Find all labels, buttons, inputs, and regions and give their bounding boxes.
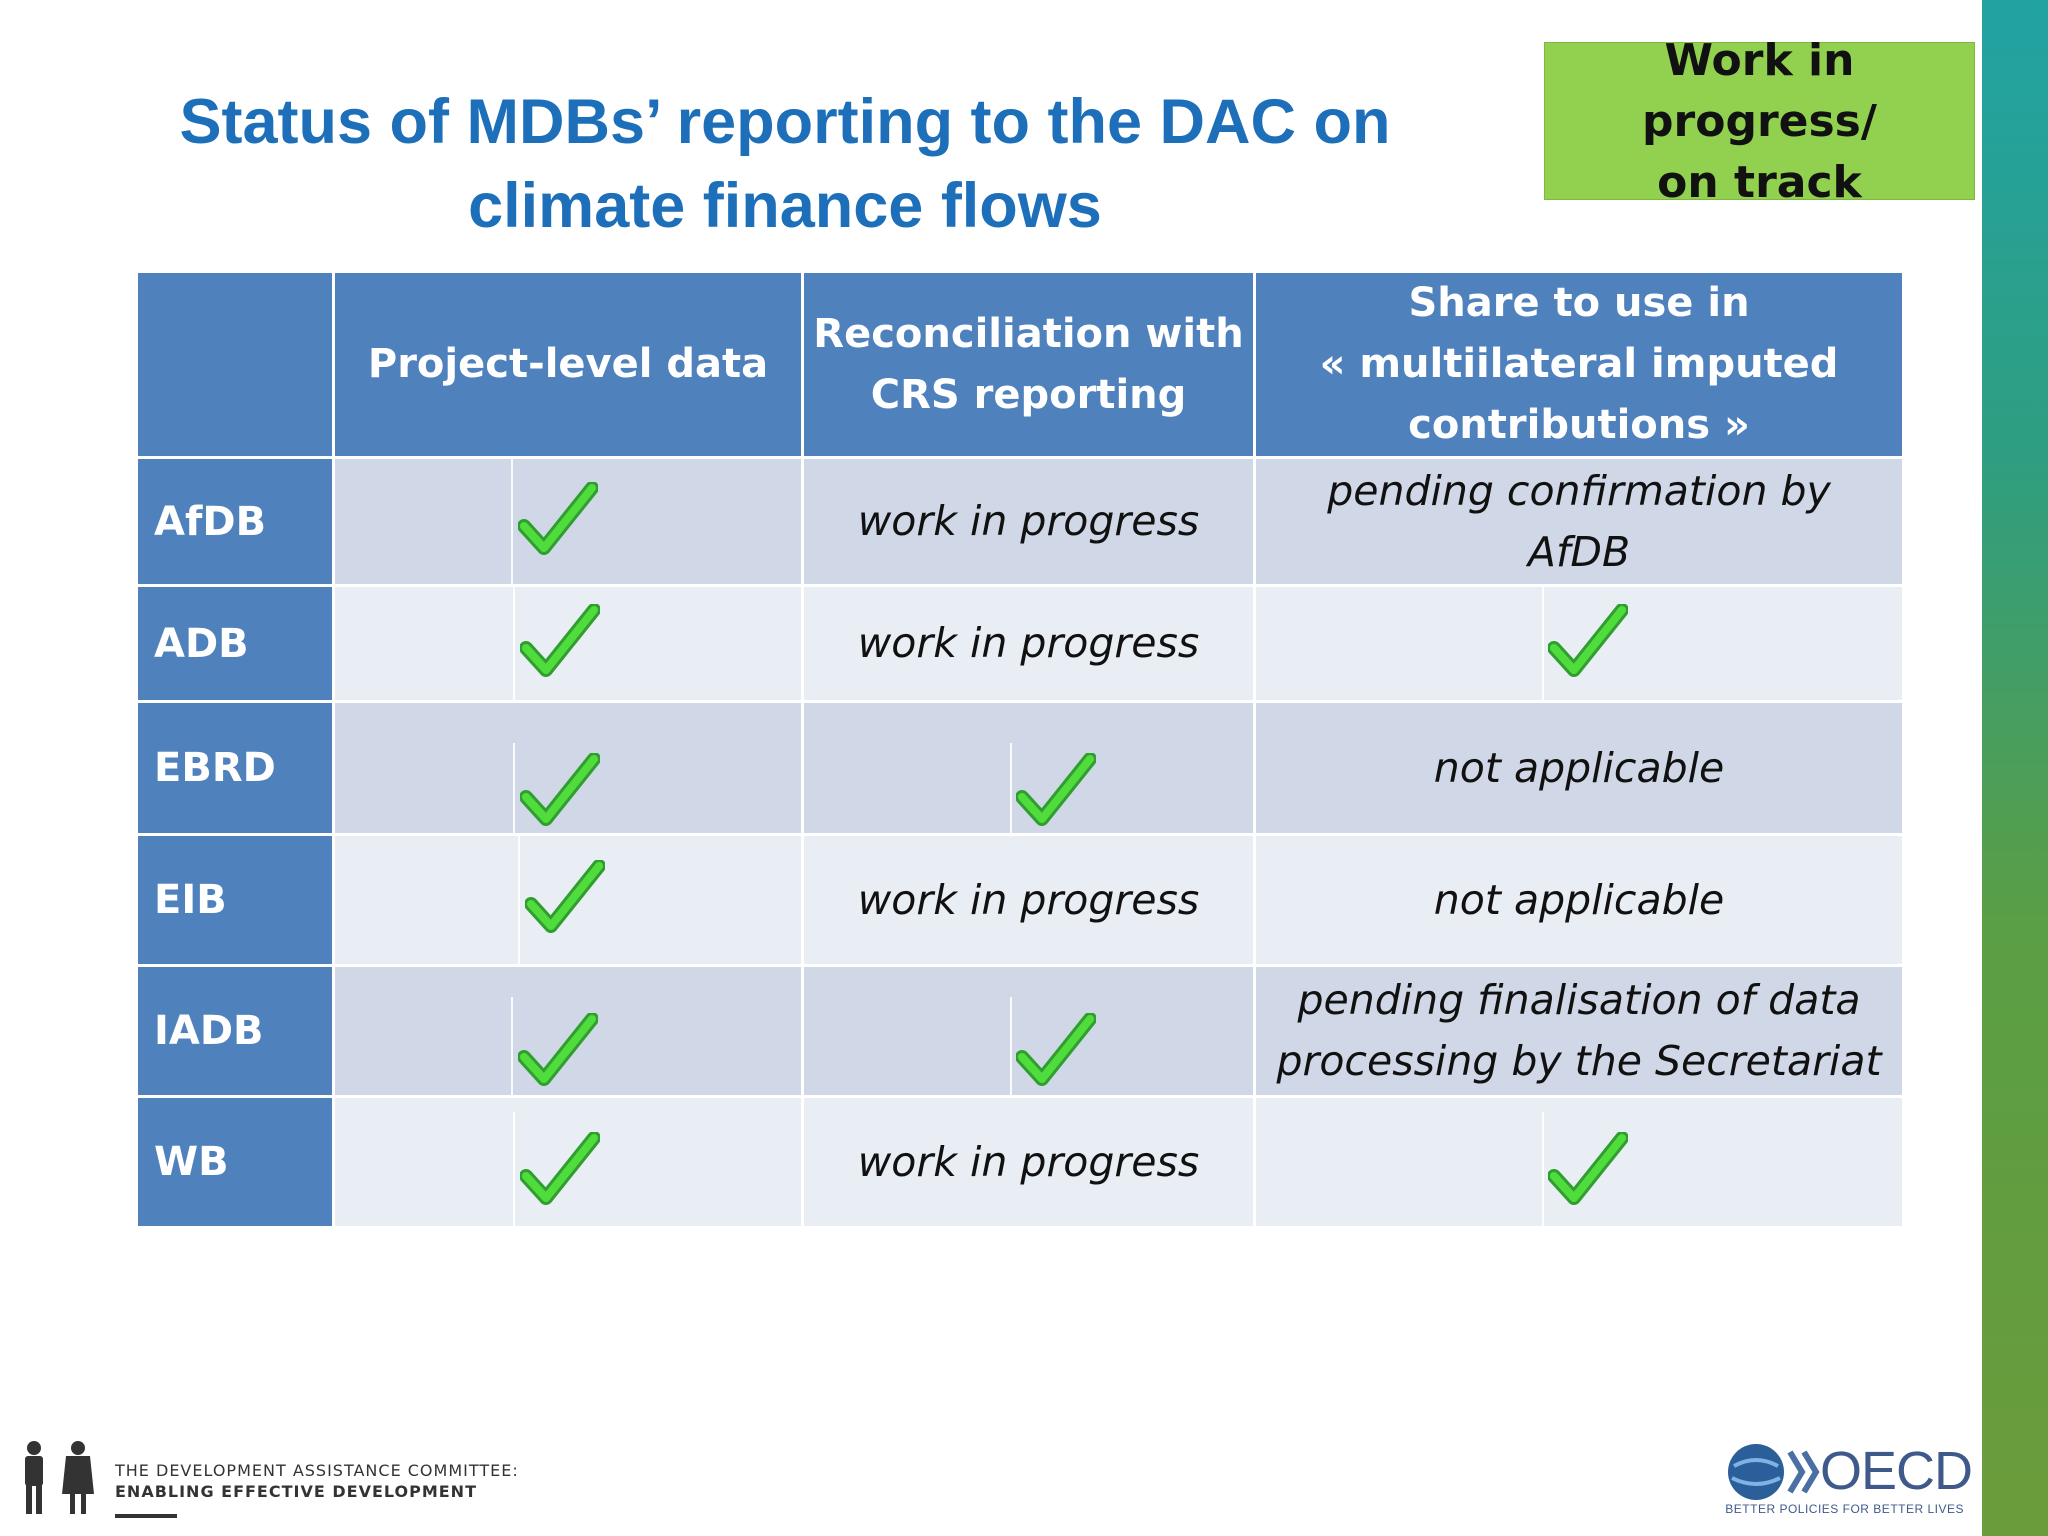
dac-tagline-line2: ENABLING EFFECTIVE DEVELOPMENT (115, 1482, 477, 1501)
header-cell-empty (135, 270, 335, 459)
row-label: EIB (135, 833, 335, 967)
header-reconciliation-line1: Reconciliation with (813, 310, 1244, 357)
checkmark-icon (525, 860, 605, 933)
dac-underline (115, 1514, 177, 1518)
reconciliation-cell: work in progress (801, 584, 1256, 703)
status-badge-line2: on track (1657, 156, 1862, 208)
header-reconciliation: Reconciliation with CRS reporting (801, 270, 1256, 459)
reconciliation-cell (801, 964, 1256, 1098)
reconciliation-text: work in progress (857, 875, 1200, 924)
share-text-line2: processing by the Secretariat (1276, 1037, 1882, 1085)
status-badge-line1: Work in progress/ (1642, 34, 1877, 147)
checkmark-icon (520, 603, 600, 677)
right-accent-bar (1982, 0, 2048, 1536)
project-level-cell (332, 584, 804, 703)
checkmark-icon (518, 1013, 598, 1086)
dac-people-logo (25, 1441, 94, 1514)
header-share-line3: contributions » (1408, 402, 1750, 448)
share-cell: pending confirmation by AfDB (1253, 456, 1905, 587)
slide-title: Status of MDBs’ reporting to the DAC on … (110, 80, 1460, 248)
slide-title-line2: climate finance flows (468, 171, 1102, 241)
project-level-cell (332, 1095, 804, 1229)
project-level-cell (332, 456, 804, 587)
share-cell: pending finalisation of data processing … (1253, 964, 1905, 1098)
reconciliation-text: work in progress (857, 497, 1200, 545)
status-badge: Work in progress/ on track (1544, 35, 1975, 208)
oecd-globe-logo (1728, 1444, 1820, 1500)
checkmark-icon (520, 1132, 600, 1205)
row-label: AfDB (135, 456, 335, 587)
reconciliation-cell: work in progress (801, 833, 1256, 967)
share-text: not applicable (1433, 875, 1725, 924)
checkmark-icon (1548, 1132, 1628, 1205)
status-table: Project-level data Reconciliation with C… (135, 270, 1905, 1229)
header-share-line2: « multiilateral imputed (1319, 341, 1839, 387)
reconciliation-cell: work in progress (801, 456, 1256, 587)
reconciliation-cell: work in progress (801, 1095, 1256, 1229)
slide-title-line1: Status of MDBs’ reporting to the DAC on (179, 87, 1391, 157)
share-text: not applicable (1433, 743, 1725, 792)
checkmark-icon (518, 481, 598, 555)
oecd-tagline: BETTER POLICIES FOR BETTER LIVES (1725, 1502, 1964, 1516)
row-label: EBRD (135, 700, 335, 836)
share-text-line1: pending confirmation by (1327, 466, 1831, 515)
header-share: Share to use in « multiilateral imputed … (1253, 270, 1905, 459)
row-label: IADB (135, 964, 335, 1098)
checkmark-icon (1016, 1013, 1096, 1086)
checkmark-icon (1016, 753, 1096, 826)
row-label: WB (135, 1095, 335, 1229)
table-row: IADB pending finalisation of data proces… (135, 964, 1905, 1098)
oecd-wordmark: OECD (1820, 1441, 1973, 1501)
project-level-cell (332, 833, 804, 967)
dac-tagline-line1: THE DEVELOPMENT ASSISTANCE COMMITTEE: (115, 1461, 519, 1480)
project-level-cell (332, 964, 804, 1098)
table-row: EIB work in progress not applicable (135, 833, 1905, 967)
share-cell: not applicable (1253, 700, 1905, 836)
table-row: ADB work in progress (135, 584, 1905, 703)
dac-tagline: THE DEVELOPMENT ASSISTANCE COMMITTEE: EN… (115, 1460, 519, 1502)
table-row: WB work in progress (135, 1095, 1905, 1229)
header-reconciliation-line2: CRS reporting (870, 371, 1187, 418)
reconciliation-cell (801, 700, 1256, 836)
table-row: AfDB work in progress pending confirmati… (135, 456, 1905, 587)
table-row: EBRD not applicable (135, 700, 1905, 836)
share-text-line2: AfDB (1527, 527, 1631, 576)
table-header-row: Project-level data Reconciliation with C… (135, 270, 1905, 459)
reconciliation-text: work in progress (857, 1137, 1200, 1186)
row-label: ADB (135, 584, 335, 703)
share-cell (1253, 1095, 1905, 1229)
share-text-line1: pending finalisation of data (1297, 976, 1861, 1024)
project-level-cell (332, 700, 804, 836)
checkmark-icon (1548, 603, 1628, 677)
header-share-line1: Share to use in (1408, 280, 1750, 326)
checkmark-icon (520, 753, 600, 826)
oecd-logo: OECD BETTER POLICIES FOR BETTER LIVES (1724, 1440, 1973, 1520)
share-cell (1253, 584, 1905, 703)
reconciliation-text: work in progress (857, 619, 1200, 667)
header-project-level: Project-level data (332, 270, 804, 459)
share-cell: not applicable (1253, 833, 1905, 967)
